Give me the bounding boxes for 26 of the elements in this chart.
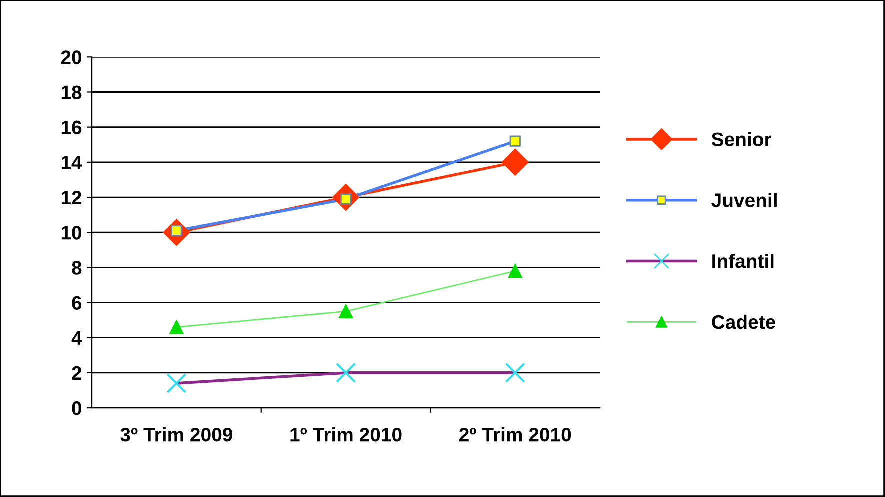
legend-label: Infantil: [712, 254, 774, 268]
point: [502, 148, 529, 176]
y-tick-label: 20: [61, 50, 82, 64]
x-tick-label: 3º Trim 2009: [120, 427, 233, 442]
y-tick-label: 0: [72, 402, 82, 416]
y-tick-label: 2: [72, 366, 82, 380]
point: [170, 320, 184, 334]
y-tick-label: 10: [62, 226, 82, 240]
legend-label: Cadete: [712, 314, 776, 330]
point: [510, 136, 521, 147]
point: [508, 264, 522, 278]
legend-label: Juvenil: [712, 193, 777, 208]
y-tick-label: 8: [72, 261, 82, 275]
y-tick-label: 14: [62, 156, 82, 170]
y-tick-label: 16: [62, 120, 82, 135]
point: [339, 304, 353, 318]
point: [336, 362, 356, 384]
y-tick-label: 12: [62, 190, 82, 205]
legend-label: Senior: [712, 132, 772, 146]
y-tick-label: 6: [72, 296, 82, 310]
point: [505, 362, 526, 384]
y-tick-label: 18: [62, 86, 82, 100]
y-tick-label: 4: [72, 332, 82, 345]
x-tick-label: 2º Trim 2010: [460, 427, 572, 442]
point: [166, 373, 187, 394]
x-tick-label: 1º Trim 2010: [290, 427, 402, 442]
